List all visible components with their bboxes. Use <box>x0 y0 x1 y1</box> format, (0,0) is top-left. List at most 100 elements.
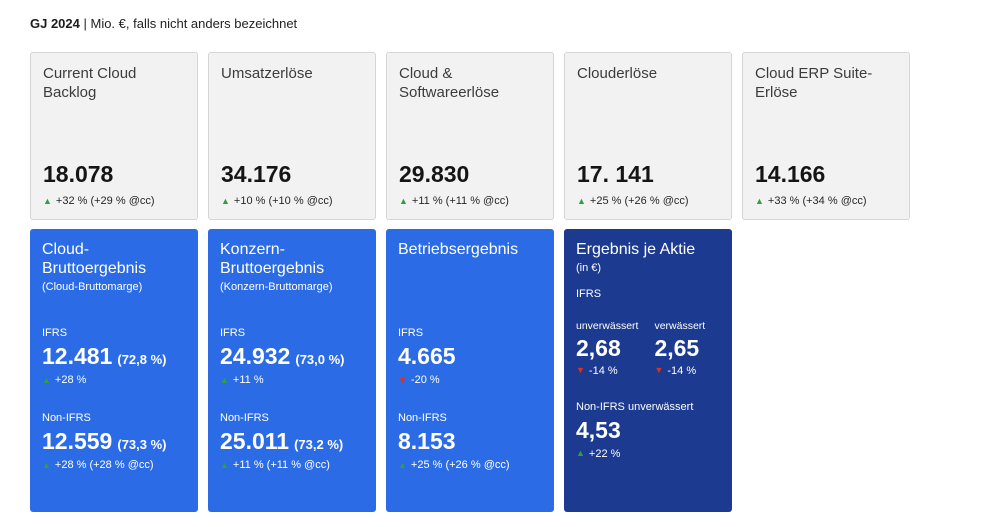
nonifrs-value: 25.011 <box>220 428 290 454</box>
delta-row: ▼ -20 % <box>398 374 542 386</box>
kpi-card-betriebsergebnis: Betriebsergebnis IFRS 4.665 ▼ -20 % Non-… <box>386 229 554 512</box>
up-triangle-icon: ▲ <box>576 448 585 459</box>
card-title: Konzern-Bruttoergebnis <box>220 241 325 277</box>
ifrs-label: IFRS <box>220 327 246 339</box>
value-line: 12.481 (72,8 %) <box>42 343 186 370</box>
delta-text: +11 % (+11 % @cc) <box>411 195 509 207</box>
delta-text: +11 % (+11 % @cc) <box>232 459 330 471</box>
card-title-area: Cloud-Bruttoergebnis (Cloud-Bruttomarge) <box>42 241 186 327</box>
card-title: Cloud & Softwareerlöse <box>399 65 500 101</box>
up-triangle-icon: ▲ <box>577 195 586 206</box>
ifrs-margin: (73,0 %) <box>295 352 345 367</box>
up-triangle-icon: ▲ <box>399 195 408 206</box>
top-kpi-row: Current Cloud Backlog 18.078 ▲ +32 % (+2… <box>30 52 910 220</box>
card-value: 14.166 <box>755 161 826 187</box>
ifrs-margin: (72,8 %) <box>117 352 167 367</box>
delta-row: ▲ +10 % (+10 % @cc) <box>221 195 363 207</box>
up-triangle-icon: ▲ <box>755 195 764 206</box>
card-title-area: Konzern-Bruttoergebnis (Konzern-Bruttoma… <box>220 241 364 327</box>
kpi-card-cloud-bruttoergebnis: Cloud-Bruttoergebnis (Cloud-Bruttomarge)… <box>30 229 198 512</box>
nonifrs-margin: (73,3 %) <box>117 437 167 452</box>
up-triangle-icon: ▲ <box>221 195 230 206</box>
delta-text: +32 % (+29 % @cc) <box>55 195 155 207</box>
eps-columns: unverwässert 2,68 ▼ -14 % verwässert 2,6… <box>576 320 720 377</box>
ifrs-section: IFRS 4.665 ▼ -20 % <box>398 327 542 386</box>
eps-diluted-value: 2,65 <box>654 334 700 361</box>
up-triangle-icon: ▲ <box>398 459 407 470</box>
card-value: 29.830 <box>399 161 470 187</box>
delta-row: ▲ +11 % (+11 % @cc) <box>220 459 364 471</box>
kpi-card-cloud-softwareerloese: Cloud & Softwareerlöse 29.830 ▲ +11 % (+… <box>386 52 554 220</box>
eps-basic-value: 2,68 <box>576 334 621 361</box>
ifrs-value: 4.665 <box>398 343 456 369</box>
ifrs-section: IFRS 24.932 (73,0 %) ▲ +11 % <box>220 327 364 386</box>
ifrs-value: 24.932 <box>220 343 291 369</box>
nonifrs-label: Non-IFRS unverwässert <box>576 400 694 413</box>
kpi-card-clouderloese: Clouderlöse 17. 141 ▲ +25 % (+26 % @cc) <box>564 52 732 220</box>
card-subtitle: (Cloud-Bruttomarge) <box>42 280 143 293</box>
column-header: unverwässert <box>576 319 639 332</box>
value-line: 8.153 <box>398 428 542 455</box>
nonifrs-section: Non-IFRS 8.153 ▲ +25 % (+26 % @cc) <box>398 412 542 471</box>
up-triangle-icon: ▲ <box>220 374 229 385</box>
delta-row: ▼ -14 % <box>576 365 638 377</box>
card-title: Umsatzerlöse <box>221 65 313 82</box>
value-line: 4.665 <box>398 343 542 370</box>
kpi-card-konzern-bruttoergebnis: Konzern-Bruttoergebnis (Konzern-Bruttoma… <box>208 229 376 512</box>
ifrs-label: IFRS <box>398 327 424 339</box>
delta-text: +11 % <box>232 374 264 386</box>
card-title: Cloud-Bruttoergebnis <box>42 241 147 277</box>
fiscal-year-label: GJ 2024 <box>30 16 80 31</box>
value-line: 25.011 (73,2 %) <box>220 428 364 455</box>
nonifrs-value: 4,53 <box>576 416 621 443</box>
nonifrs-margin: (73,2 %) <box>294 437 344 452</box>
kpi-card-umsatzerloese: Umsatzerlöse 34.176 ▲ +10 % (+10 % @cc) <box>208 52 376 220</box>
nonifrs-label: Non-IFRS <box>398 412 447 424</box>
bottom-kpi-row: Cloud-Bruttoergebnis (Cloud-Bruttomarge)… <box>30 229 732 512</box>
nonifrs-value: 12.559 <box>42 428 113 454</box>
delta-text: +25 % (+26 % @cc) <box>410 459 510 471</box>
kpi-card-cloud-erp-suite: Cloud ERP Suite-Erlöse 14.166 ▲ +33 % (+… <box>742 52 910 220</box>
value-line: 4,53 <box>576 417 720 444</box>
delta-text: +22 % <box>588 447 621 460</box>
up-triangle-icon: ▲ <box>42 374 51 385</box>
delta-row: ▲ +22 % <box>576 448 720 460</box>
card-value: 18.078 <box>43 161 114 187</box>
eps-diluted-column: verwässert 2,65 ▼ -14 % <box>654 320 705 377</box>
page-title: GJ 2024 | Mio. €, falls nicht anders bez… <box>30 16 297 31</box>
delta-row: ▲ +25 % (+26 % @cc) <box>398 459 542 471</box>
delta-row: ▲ +25 % (+26 % @cc) <box>577 195 719 207</box>
delta-text: +28 % <box>54 374 87 386</box>
nonifrs-label: Non-IFRS <box>42 412 91 424</box>
eps-basic-column: unverwässert 2,68 ▼ -14 % <box>576 320 638 377</box>
delta-row: ▼ -14 % <box>654 365 705 377</box>
delta-row: ▲ +11 % <box>220 374 364 386</box>
up-triangle-icon: ▲ <box>220 459 229 470</box>
nonifrs-section: Non-IFRS 25.011 (73,2 %) ▲ +11 % (+11 % … <box>220 412 364 471</box>
card-title: Clouderlöse <box>577 65 658 82</box>
up-triangle-icon: ▲ <box>42 459 51 470</box>
delta-text: +28 % (+28 % @cc) <box>54 459 154 471</box>
down-triangle-icon: ▼ <box>398 374 407 385</box>
delta-text: -14 % <box>667 364 697 377</box>
delta-row: ▲ +11 % (+11 % @cc) <box>399 195 541 207</box>
delta-row: ▲ +32 % (+29 % @cc) <box>43 195 185 207</box>
card-subtitle: (in €) <box>576 261 602 274</box>
delta-text: -14 % <box>588 364 618 377</box>
nonifrs-label: Non-IFRS <box>220 412 269 424</box>
ifrs-value: 12.481 <box>42 343 113 369</box>
unit-note: | Mio. €, falls nicht anders bezeichnet <box>83 16 298 31</box>
delta-text: +10 % (+10 % @cc) <box>233 195 333 207</box>
card-title: Cloud ERP Suite-Erlöse <box>755 65 873 101</box>
down-triangle-icon: ▼ <box>654 365 664 376</box>
ifrs-label: IFRS <box>576 287 602 300</box>
card-subtitle: (Konzern-Bruttomarge) <box>220 280 333 293</box>
delta-text: +33 % (+34 % @cc) <box>767 195 867 207</box>
delta-text: +25 % (+26 % @cc) <box>589 195 689 207</box>
kpi-card-current-cloud-backlog: Current Cloud Backlog 18.078 ▲ +32 % (+2… <box>30 52 198 220</box>
kpi-card-ergebnis-je-aktie: Ergebnis je Aktie (in €) IFRS unverwässe… <box>564 229 732 512</box>
column-header: verwässert <box>654 319 706 332</box>
card-value: 17. 141 <box>577 161 654 187</box>
up-triangle-icon: ▲ <box>43 195 52 206</box>
